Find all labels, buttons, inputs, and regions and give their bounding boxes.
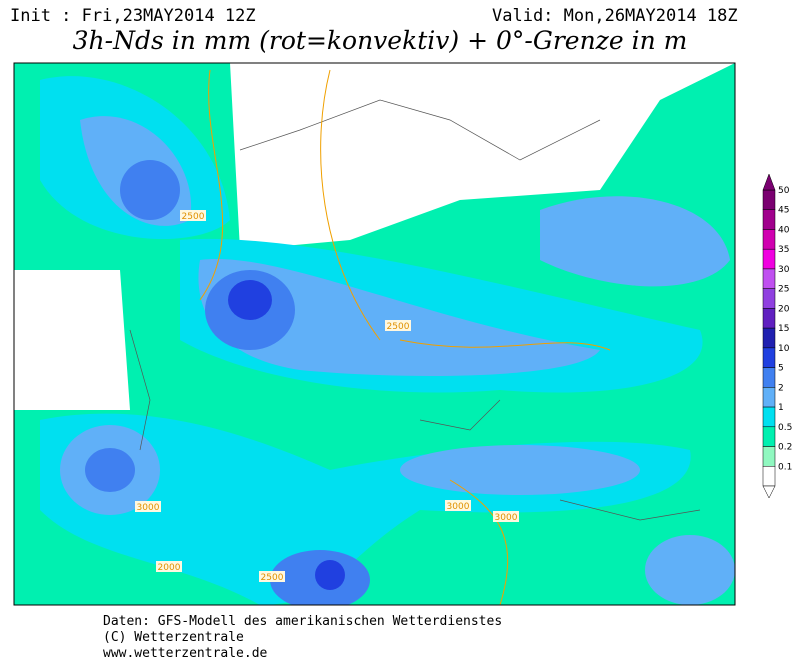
legend-label: 50 [778, 186, 790, 196]
legend-label: 0.1 [778, 462, 792, 472]
legend-swatch [762, 367, 776, 388]
legend-label: 5 [778, 364, 784, 374]
footer-source: Daten: GFS-Modell des amerikanischen Wet… [103, 614, 503, 629]
contour-label-bg [180, 210, 206, 221]
legend-swatch [762, 426, 776, 447]
legend-swatch [762, 209, 776, 230]
legend-swatch [762, 189, 776, 210]
legend-label: 0.5 [778, 423, 792, 433]
legend-swatch [762, 387, 776, 408]
contour-label-bg [445, 500, 471, 511]
valid-time: Valid: Mon,26MAY2014 18Z [492, 6, 738, 26]
legend-swatch [762, 308, 776, 329]
precip-field [14, 63, 735, 605]
contour-label: 3000 [495, 513, 518, 523]
footer-url: www.wetterzentrale.de [103, 646, 268, 661]
map-frame [13, 62, 736, 606]
legend-swatch [762, 248, 776, 270]
color-legend: 50 45 40 35 30 25 20 15 10 5 2 1 0.5 0.2 0.1 [762, 173, 792, 499]
legend-label: 40 [778, 225, 790, 235]
contour-label-bg [135, 501, 161, 512]
legend-label: 10 [778, 344, 790, 354]
legend-swatch [762, 268, 776, 289]
legend-swatch [762, 327, 776, 349]
footer-copyright: (C) Wetterzentrale [103, 630, 244, 645]
legend-label: 35 [778, 245, 789, 255]
contour-label: 2000 [158, 563, 181, 573]
contour-label: 2500 [387, 322, 410, 332]
legend-label: 2 [778, 383, 784, 393]
legend-label: 1 [778, 403, 784, 413]
legend-label: 45 [778, 206, 789, 216]
legend-swatch [762, 446, 776, 467]
legend-swatch [762, 347, 776, 368]
contour-label: 3000 [137, 503, 160, 513]
legend-label: 20 [778, 304, 790, 314]
legend-label: 0.2 [778, 443, 792, 453]
legend-label: 30 [778, 265, 790, 275]
map-title: 3h-Nds in mm (rot=konvektiv) + 0°-Grenze… [72, 26, 688, 55]
legend-label: 25 [778, 285, 789, 295]
contour-label-bg [493, 511, 519, 522]
legend-bottom-cap [762, 485, 776, 499]
contour-label-bg [259, 571, 285, 582]
legend-swatch [762, 466, 776, 487]
legend-swatch [762, 288, 776, 309]
init-time: Init : Fri,23MAY2014 12Z [10, 6, 256, 26]
legend-top-cap [762, 173, 776, 191]
contour-label: 3000 [447, 502, 470, 512]
legend-swatch [762, 229, 776, 250]
contour-label-bg [156, 561, 182, 572]
contour-label-bg [385, 320, 411, 331]
contour-label: 2500 [261, 573, 284, 583]
contour-label: 2500 [182, 212, 205, 222]
legend-label: 15 [778, 324, 789, 334]
legend-swatch [762, 406, 776, 428]
